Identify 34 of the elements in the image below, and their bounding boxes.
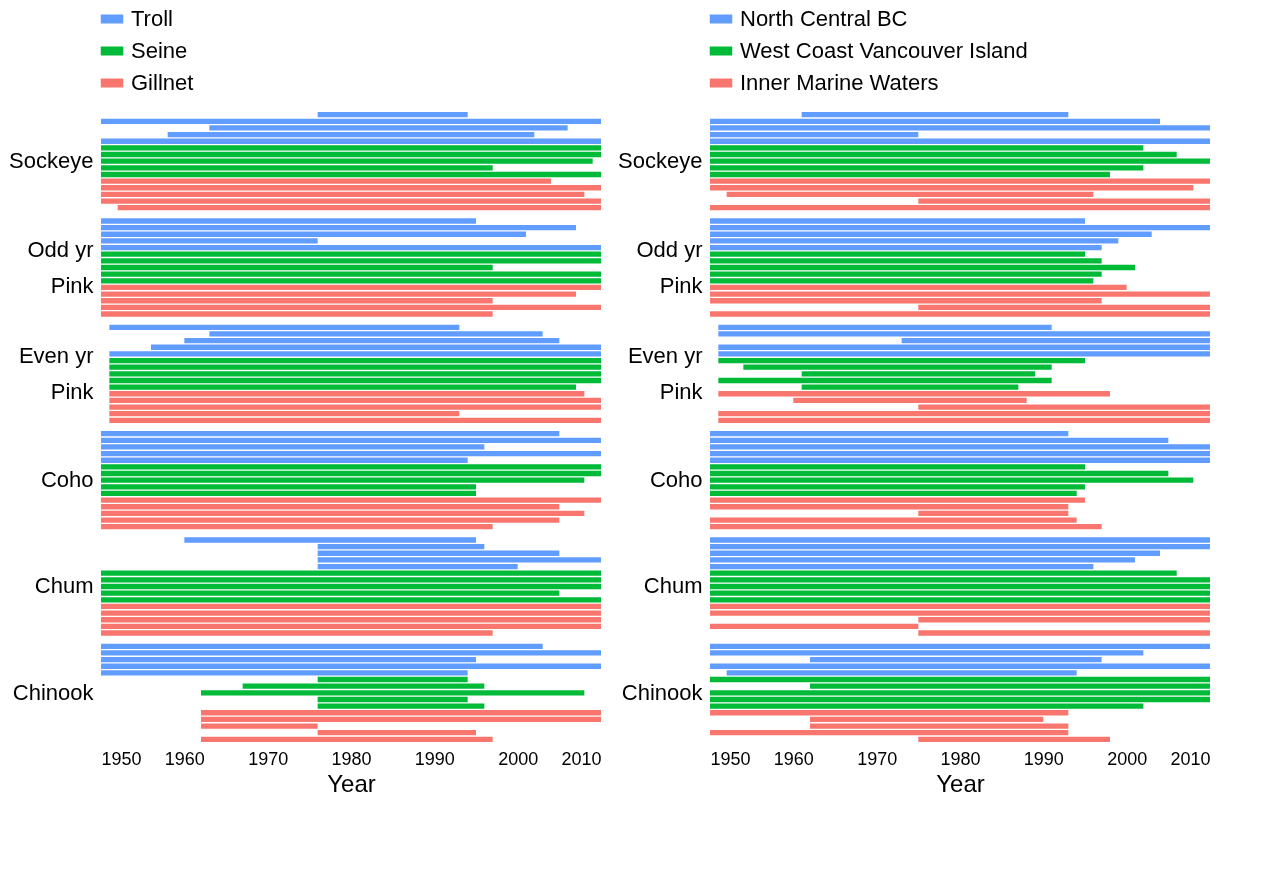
y-tick-label: Even yr Pink xyxy=(18,342,95,404)
x-axis-title: Year xyxy=(327,769,376,797)
x-tick-label: 1960 xyxy=(773,748,814,769)
legend-label: Inner Marine Waters xyxy=(740,70,939,95)
x-tick-label: 1950 xyxy=(101,748,142,769)
y-tick-label: Chinook xyxy=(621,679,704,705)
x-tick-label: 2010 xyxy=(1170,748,1211,769)
y-tick-label: Coho xyxy=(649,467,703,493)
x-tick-label: 1970 xyxy=(248,748,289,769)
y-tick-label: Chinook xyxy=(12,679,95,705)
x-tick-label: 1950 xyxy=(710,748,751,769)
legend-label: Gillnet xyxy=(131,70,194,95)
x-tick-label: 1990 xyxy=(414,748,455,769)
y-tick-label: Sockeye xyxy=(618,148,703,174)
y-tick-label: Odd yr Pink xyxy=(636,236,704,298)
x-tick-label: 1990 xyxy=(1023,748,1064,769)
x-tick-label: 2010 xyxy=(561,748,602,769)
x-tick-label: 1980 xyxy=(331,748,372,769)
y-tick-label: Chum xyxy=(643,573,703,599)
legend-label: North Central BC xyxy=(740,6,908,31)
y-tick-label: Even yr Pink xyxy=(627,342,704,404)
x-tick-label: 1970 xyxy=(857,748,898,769)
y-tick-label: Sockeye xyxy=(9,148,94,174)
legend-label: Troll xyxy=(131,6,173,31)
x-tick-label: 1960 xyxy=(164,748,205,769)
y-tick-label: Chum xyxy=(34,573,94,599)
x-tick-label: 1980 xyxy=(940,748,981,769)
x-tick-label: 2000 xyxy=(498,748,539,769)
x-tick-label: 2000 xyxy=(1107,748,1148,769)
y-tick-label: Coho xyxy=(40,467,94,493)
y-tick-label: Odd yr Pink xyxy=(27,236,95,298)
legend-label: West Coast Vancouver Island xyxy=(740,38,1028,63)
legend-label: Seine xyxy=(131,38,188,63)
x-axis-title: Year xyxy=(936,769,985,797)
